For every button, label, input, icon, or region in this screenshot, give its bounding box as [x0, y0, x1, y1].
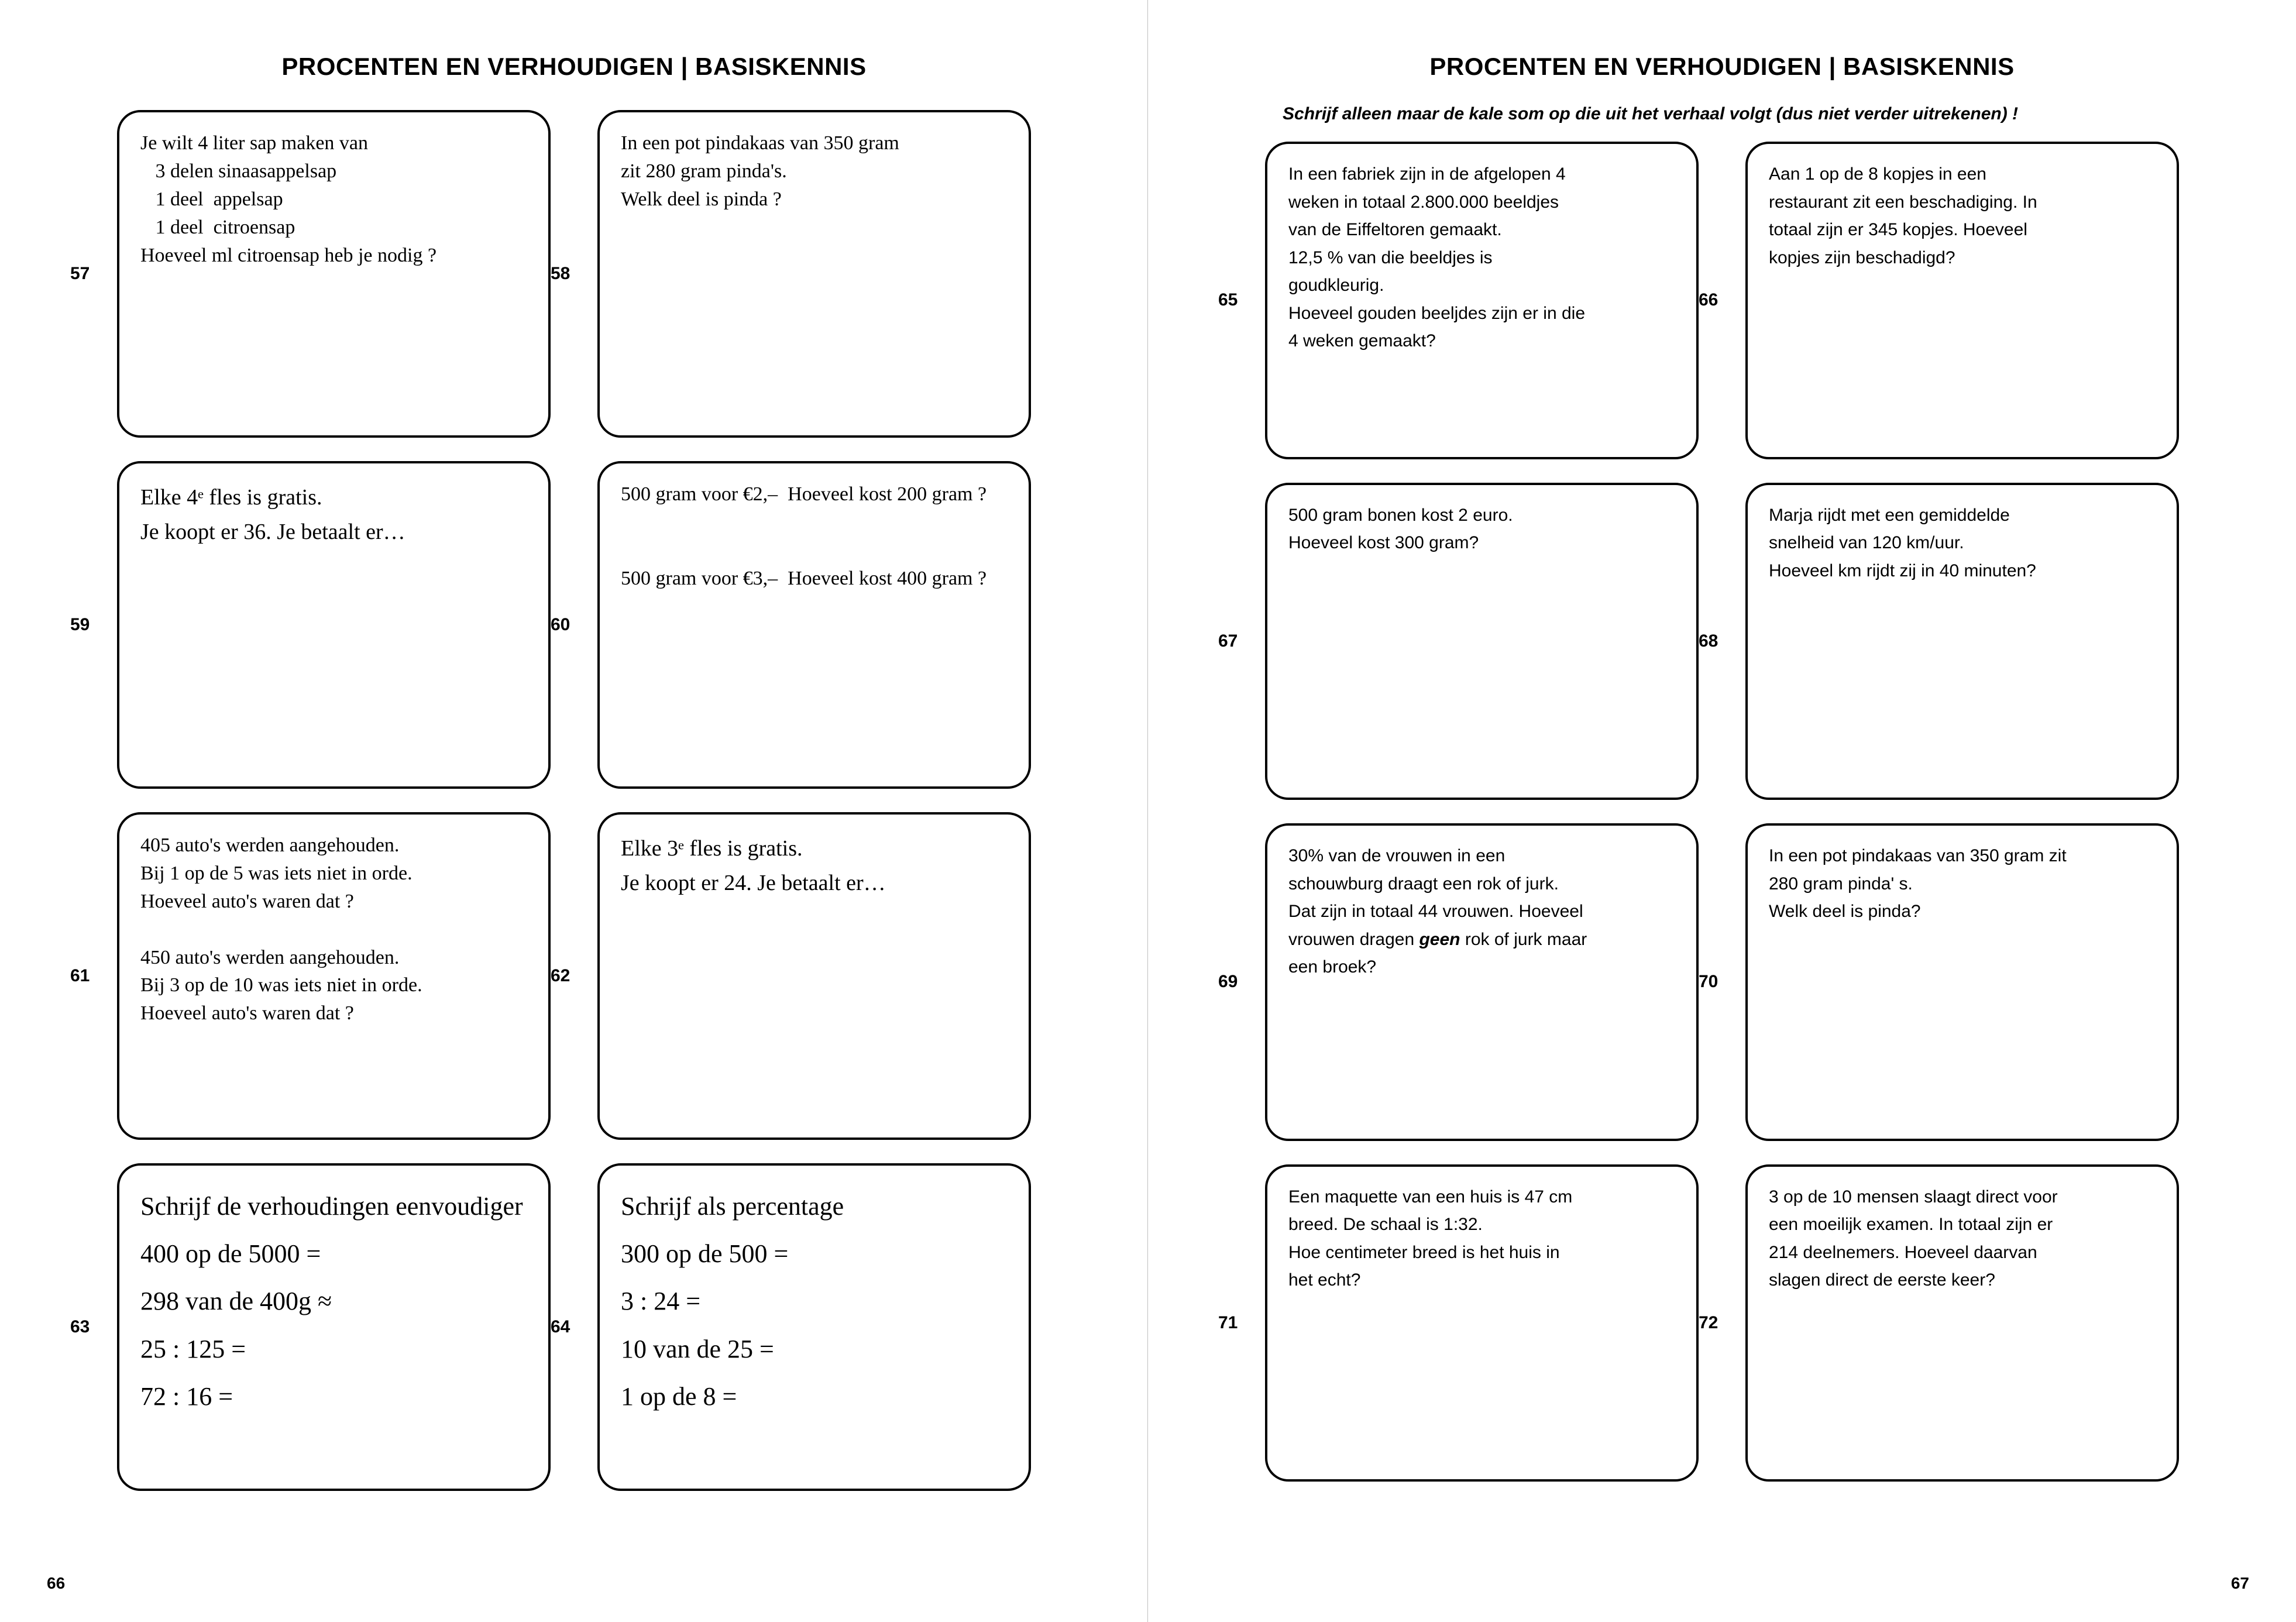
exercise-box: 500 gram voor €2,– Hoeveel kost 200 gram… [597, 461, 1031, 789]
exercise-box: 3 op de 10 mensen slaagt direct vooreen … [1745, 1164, 2179, 1482]
exercise-box: Elke 4ᵉ fles is gratis.Je koopt er 36. J… [117, 461, 551, 789]
exercise-number: 64 [551, 1317, 570, 1337]
exercise-number: 59 [70, 615, 90, 635]
exercise-box: Een maquette van een huis is 47 cmbreed.… [1265, 1164, 1699, 1482]
exercise-cell: 68Marja rijdt met een gemiddeldesnelheid… [1745, 483, 2179, 800]
page-right: PROCENTEN EN VERHOUDIGEN | BASISKENNIS S… [1148, 0, 2296, 1622]
exercise-box: 500 gram bonen kost 2 euro.Hoeveel kost … [1265, 483, 1699, 800]
exercise-text: In een pot pindakaas van 350 gramzit 280… [621, 130, 1008, 213]
exercise-number: 71 [1218, 1313, 1238, 1333]
exercise-box: In een pot pindakaas van 350 gramzit 280… [597, 110, 1031, 438]
exercise-text: 30% van de vrouwen in eenschouwburg draa… [1288, 843, 1675, 980]
exercise-grid: 57Je wilt 4 liter sap maken van 3 delen … [82, 110, 1066, 1491]
exercise-box: Aan 1 op de 8 kopjes in eenrestaurant zi… [1745, 142, 2179, 459]
exercise-grid: 65In een fabriek zijn in de afgelopen 4w… [1230, 142, 2214, 1482]
exercise-box: Schrijf als percentage300 op de 500 =3 :… [597, 1163, 1031, 1491]
exercise-cell: 61405 auto's werden aangehouden.Bij 1 op… [117, 812, 551, 1140]
exercise-text: Aan 1 op de 8 kopjes in eenrestaurant zi… [1769, 161, 2156, 270]
exercise-text: Elke 4ᵉ fles is gratis.Je koopt er 36. J… [140, 481, 527, 549]
exercise-box: Elke 3ᵉ fles is gratis.Je koopt er 24. J… [597, 812, 1031, 1140]
exercise-box: 405 auto's werden aangehouden.Bij 1 op d… [117, 812, 551, 1140]
exercise-number: 65 [1218, 290, 1238, 310]
exercise-number: 68 [1699, 631, 1718, 651]
exercise-cell: 66Aan 1 op de 8 kopjes in eenrestaurant … [1745, 142, 2179, 459]
exercise-number: 72 [1699, 1313, 1718, 1333]
exercise-text: Marja rijdt met een gemiddeldesnelheid v… [1769, 503, 2156, 584]
exercise-cell: 62Elke 3ᵉ fles is gratis.Je koopt er 24.… [597, 812, 1031, 1140]
exercise-box: In een fabriek zijn in de afgelopen 4wek… [1265, 142, 1699, 459]
exercise-box: 30% van de vrouwen in eenschouwburg draa… [1265, 823, 1699, 1141]
exercise-text: Elke 3ᵉ fles is gratis.Je koopt er 24. J… [621, 832, 1008, 900]
exercise-text: 500 gram bonen kost 2 euro.Hoeveel kost … [1288, 503, 1675, 556]
exercise-number: 60 [551, 615, 570, 635]
exercise-cell: 59Elke 4ᵉ fles is gratis.Je koopt er 36.… [117, 461, 551, 789]
exercise-box: Je wilt 4 liter sap maken van 3 delen si… [117, 110, 551, 438]
exercise-text: Schrijf de verhoudingen eenvoudiger400 o… [140, 1183, 527, 1420]
exercise-number: 69 [1218, 972, 1238, 992]
exercise-text: 3 op de 10 mensen slaagt direct vooreen … [1769, 1184, 2156, 1293]
exercise-box: In een pot pindakaas van 350 gram zit280… [1745, 823, 2179, 1141]
page-number: 67 [2231, 1574, 2249, 1593]
exercise-cell: 67500 gram bonen kost 2 euro.Hoeveel kos… [1265, 483, 1699, 800]
page-left: PROCENTEN EN VERHOUDIGEN | BASISKENNIS 5… [0, 0, 1148, 1622]
exercise-text: Je wilt 4 liter sap maken van 3 delen si… [140, 130, 527, 269]
page-title: PROCENTEN EN VERHOUDIGEN | BASISKENNIS [82, 53, 1066, 81]
exercise-text: Schrijf als percentage300 op de 500 =3 :… [621, 1183, 1008, 1420]
exercise-cell: 64Schrijf als percentage300 op de 500 =3… [597, 1163, 1031, 1491]
exercise-cell: 57Je wilt 4 liter sap maken van 3 delen … [117, 110, 551, 438]
exercise-text: In een fabriek zijn in de afgelopen 4wek… [1288, 161, 1675, 354]
exercise-number: 70 [1699, 972, 1718, 992]
exercise-cell: 58In een pot pindakaas van 350 gramzit 2… [597, 110, 1031, 438]
exercise-cell: 6930% van de vrouwen in eenschouwburg dr… [1265, 823, 1699, 1141]
exercise-number: 58 [551, 264, 570, 284]
page-title: PROCENTEN EN VERHOUDIGEN | BASISKENNIS [1230, 53, 2214, 81]
exercise-cell: 70In een pot pindakaas van 350 gram zit2… [1745, 823, 2179, 1141]
exercise-number: 62 [551, 966, 570, 986]
page-instruction: Schrijf alleen maar de kale som op die u… [1283, 104, 2214, 124]
exercise-box: Schrijf de verhoudingen eenvoudiger400 o… [117, 1163, 551, 1491]
exercise-cell: 71Een maquette van een huis is 47 cmbree… [1265, 1164, 1699, 1482]
exercise-number: 57 [70, 264, 90, 284]
exercise-cell: 65In een fabriek zijn in de afgelopen 4w… [1265, 142, 1699, 459]
exercise-text: 500 gram voor €2,– Hoeveel kost 200 gram… [621, 481, 1008, 592]
exercise-number: 67 [1218, 631, 1238, 651]
exercise-text: 405 auto's werden aangehouden.Bij 1 op d… [140, 832, 527, 1027]
exercise-number: 63 [70, 1317, 90, 1337]
exercise-text: In een pot pindakaas van 350 gram zit280… [1769, 843, 2156, 925]
exercise-cell: 63Schrijf de verhoudingen eenvoudiger400… [117, 1163, 551, 1491]
exercise-cell: 60500 gram voor €2,– Hoeveel kost 200 gr… [597, 461, 1031, 789]
exercise-text: Een maquette van een huis is 47 cmbreed.… [1288, 1184, 1675, 1293]
page-number: 66 [47, 1574, 65, 1593]
exercise-cell: 723 op de 10 mensen slaagt direct vooree… [1745, 1164, 2179, 1482]
exercise-box: Marja rijdt met een gemiddeldesnelheid v… [1745, 483, 2179, 800]
exercise-number: 61 [70, 966, 90, 986]
exercise-number: 66 [1699, 290, 1718, 310]
